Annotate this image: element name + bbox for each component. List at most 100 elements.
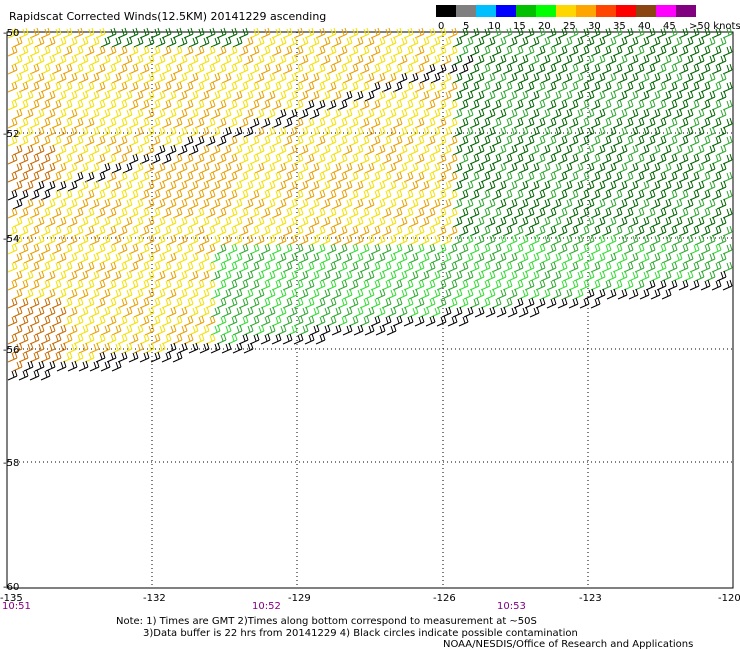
wind-barb [304, 171, 315, 183]
legend-swatch [676, 5, 696, 17]
wind-barb [359, 171, 370, 183]
wind-barb [689, 63, 700, 75]
wind-barb [524, 27, 535, 39]
wind-barb [40, 261, 51, 273]
wind-barb [529, 270, 540, 282]
wind-barb [463, 180, 474, 192]
wind-barb [34, 90, 45, 102]
wind-barb [144, 270, 155, 282]
wind-barb [364, 72, 375, 84]
wind-barb [397, 234, 408, 246]
wind-barb [480, 45, 491, 57]
wind-barb [458, 153, 469, 165]
wind-barb [397, 288, 408, 300]
wind-barb [40, 333, 51, 345]
wind-barb [100, 36, 111, 48]
wind-barb [12, 324, 23, 336]
wind-barb [348, 261, 359, 273]
wind-barb [144, 216, 155, 228]
wind-barb [419, 54, 430, 66]
wind-barb [122, 216, 133, 228]
wind-barb [375, 180, 386, 192]
wind-barb [227, 99, 238, 111]
wind-barb [425, 189, 436, 201]
wind-barb [128, 63, 139, 75]
wind-barb [122, 162, 133, 174]
wind-barb [689, 261, 700, 273]
wind-barb [227, 189, 238, 201]
wind-barb [661, 72, 672, 84]
wind-barb [29, 369, 40, 381]
wind-barb [381, 27, 392, 39]
wind-barb [23, 90, 34, 102]
wind-barb [254, 216, 265, 228]
wind-barb [408, 144, 419, 156]
wind-barb [100, 234, 111, 246]
wind-barb [18, 135, 29, 147]
wind-barb [546, 171, 557, 183]
wind-barb [199, 198, 210, 210]
wind-barb [254, 198, 265, 210]
wind-barb [392, 315, 403, 327]
wind-barb [172, 99, 183, 111]
wind-barb [12, 198, 23, 210]
wind-barb [386, 198, 397, 210]
wind-barb [34, 54, 45, 66]
wind-barb [656, 81, 667, 93]
wind-barb [122, 306, 133, 318]
wind-barb [342, 180, 353, 192]
wind-barb [320, 126, 331, 138]
wind-barb [210, 90, 221, 102]
wind-barb [12, 306, 23, 318]
wind-barb [551, 144, 562, 156]
wind-barb [359, 315, 370, 327]
wind-barb [298, 108, 309, 120]
wind-barb [474, 144, 485, 156]
wind-barb [29, 117, 40, 129]
wind-barb [590, 207, 601, 219]
wind-barb [342, 324, 353, 336]
wind-barb [117, 99, 128, 111]
wind-barb [529, 126, 540, 138]
wind-barb [172, 279, 183, 291]
wind-barb [513, 45, 524, 57]
wind-barb [408, 216, 419, 228]
wind-barb [315, 99, 326, 111]
wind-barb [711, 117, 722, 129]
wind-barb [722, 261, 733, 273]
wind-barb [496, 144, 507, 156]
wind-barb [694, 36, 705, 48]
wind-barb [67, 216, 78, 228]
wind-barb [546, 63, 557, 75]
wind-barb [304, 99, 315, 111]
wind-barb [122, 342, 133, 354]
wind-barb [667, 135, 678, 147]
wind-barb [62, 261, 73, 273]
wind-barb [716, 252, 727, 264]
wind-barb [573, 54, 584, 66]
wind-barb [480, 171, 491, 183]
wind-barb [452, 198, 463, 210]
wind-barb [447, 225, 458, 237]
wind-barb [392, 261, 403, 273]
wind-barb [188, 180, 199, 192]
wind-barb [381, 207, 392, 219]
wind-barb [78, 162, 89, 174]
wind-barb [7, 189, 18, 201]
wind-barb [425, 279, 436, 291]
wind-barb [133, 36, 144, 48]
wind-barb [705, 54, 716, 66]
wind-barb [524, 99, 535, 111]
wind-barb [392, 153, 403, 165]
wind-barb [260, 225, 271, 237]
wind-barb [238, 225, 249, 237]
wind-barb [34, 36, 45, 48]
wind-barb [287, 126, 298, 138]
wind-barb [672, 36, 683, 48]
wind-barb [315, 315, 326, 327]
wind-barb [689, 171, 700, 183]
wind-barb [67, 90, 78, 102]
wind-barb [535, 45, 546, 57]
wind-barb [260, 27, 271, 39]
wind-barb [40, 369, 51, 381]
